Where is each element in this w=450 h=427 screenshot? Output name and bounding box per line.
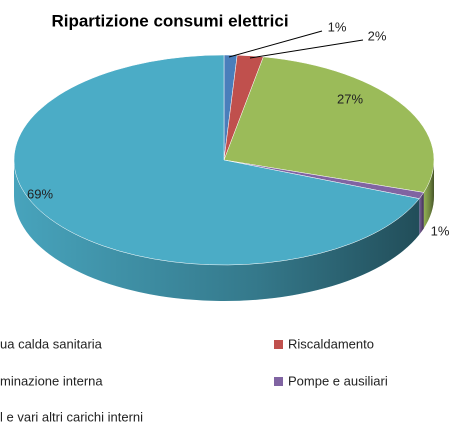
slice-top bbox=[223, 56, 435, 193]
legend-label: Riscaldamento bbox=[288, 336, 374, 351]
slice-side-shade bbox=[14, 160, 420, 302]
data-label: 1% bbox=[431, 223, 450, 238]
legend-label: minazione interna bbox=[0, 373, 103, 388]
data-label: 27% bbox=[337, 91, 363, 106]
leader-line bbox=[249, 39, 364, 59]
data-label: 1% bbox=[328, 19, 347, 34]
leader-line bbox=[228, 30, 323, 58]
legend-label: Pompe e ausiliari bbox=[288, 373, 388, 388]
chart-title: Ripartizione consumi elettrici bbox=[51, 11, 288, 30]
slice-top bbox=[13, 54, 420, 266]
legend-label: ua calda sanitaria bbox=[0, 336, 103, 351]
data-label: 69% bbox=[27, 186, 53, 201]
legend-label: l e vari altri carichi interni bbox=[0, 409, 143, 424]
legend-marker bbox=[274, 340, 283, 349]
data-label: 2% bbox=[368, 28, 387, 43]
legend-marker bbox=[274, 377, 283, 386]
slice-side-shade bbox=[419, 192, 424, 235]
slice bbox=[13, 54, 420, 302]
slice bbox=[223, 56, 435, 229]
